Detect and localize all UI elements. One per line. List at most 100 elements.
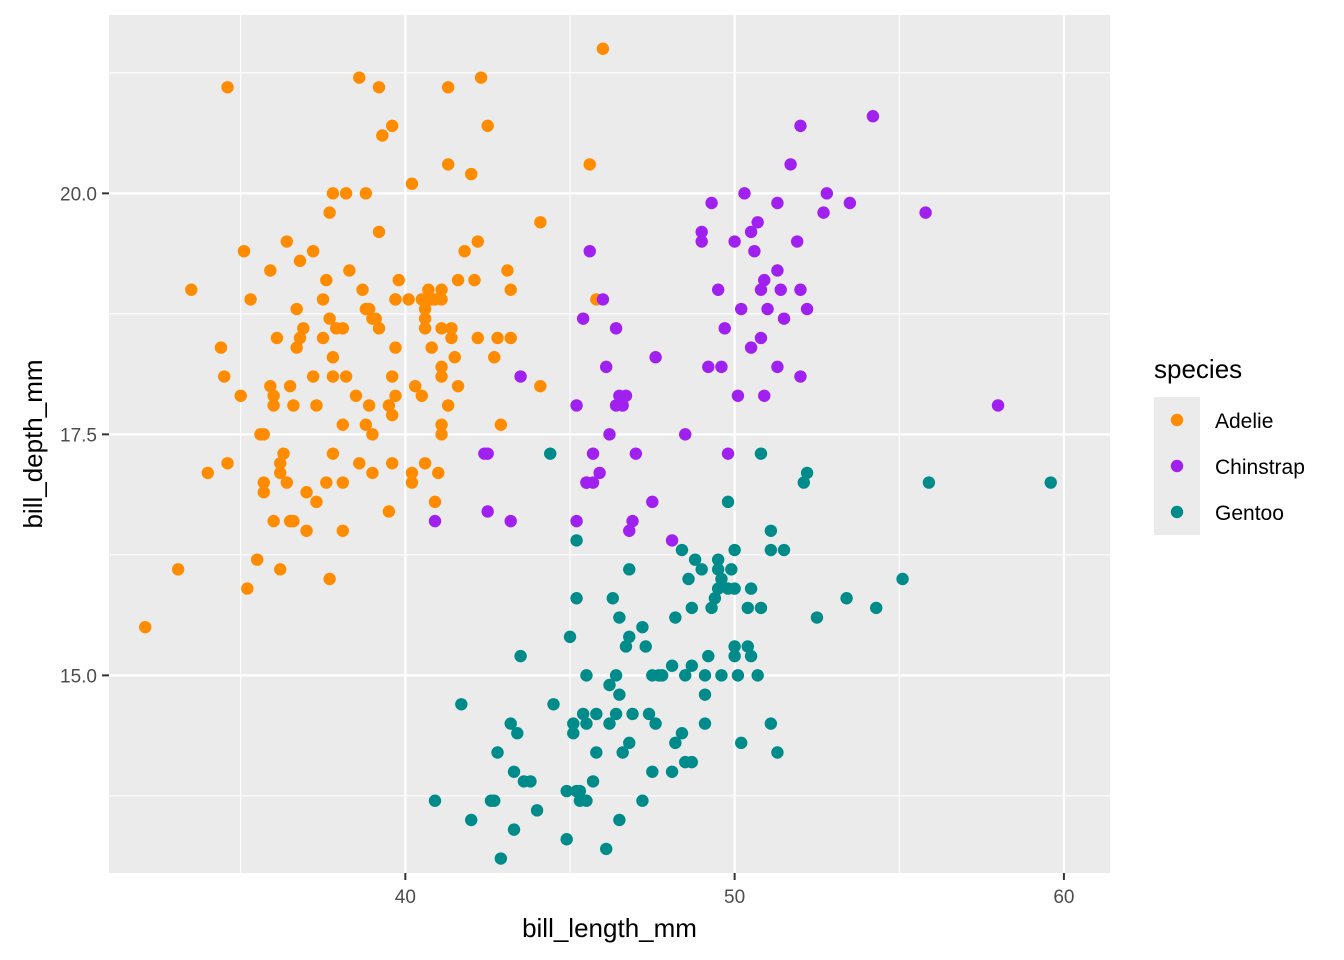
data-point-adelie [422, 283, 435, 296]
data-point-gentoo [711, 553, 725, 566]
data-point-gentoo [728, 543, 741, 557]
data-point-adelie [418, 322, 432, 335]
data-point-gentoo [428, 794, 442, 807]
data-point-gentoo [688, 553, 702, 566]
data-point-gentoo [777, 543, 791, 557]
data-point-gentoo [507, 823, 521, 836]
data-point-gentoo [669, 611, 682, 624]
data-point-adelie [372, 322, 386, 335]
legend-marker-gentoo [1170, 505, 1184, 519]
data-point-chinstrap [794, 283, 807, 296]
data-point-adelie [234, 389, 247, 402]
data-point-adelie [366, 466, 379, 480]
data-point-adelie [474, 71, 488, 84]
data-point-adelie [316, 331, 330, 345]
data-point-adelie [435, 283, 448, 296]
data-point-gentoo [702, 649, 715, 663]
data-point-chinstrap [428, 514, 442, 528]
data-point-adelie [389, 389, 402, 402]
data-point-adelie [293, 331, 307, 345]
series-adelie [139, 42, 610, 634]
data-point-chinstrap [576, 312, 590, 325]
data-point-gentoo [771, 746, 784, 759]
data-point-gentoo [708, 592, 722, 605]
data-point-adelie [290, 302, 303, 316]
data-point-adelie [471, 331, 484, 345]
data-point-gentoo [465, 813, 478, 827]
data-point-gentoo [606, 592, 619, 605]
data-point-chinstrap [629, 447, 643, 460]
data-point-adelie [389, 293, 402, 306]
data-point-chinstrap [744, 225, 758, 239]
data-point-adelie [402, 293, 415, 306]
data-point-adelie [418, 312, 432, 325]
data-point-gentoo [731, 669, 745, 682]
data-point-gentoo [560, 833, 573, 846]
data-point-gentoo [514, 649, 527, 663]
legend-label-adelie: Adelie [1215, 410, 1273, 433]
data-point-gentoo [810, 611, 824, 624]
data-point-gentoo [609, 707, 623, 721]
data-point-gentoo [679, 669, 692, 682]
data-point-adelie [244, 293, 257, 306]
data-point-adelie [494, 418, 508, 431]
x-axis-title: bill_length_mm [522, 913, 697, 943]
data-point-adelie [385, 457, 399, 470]
data-point-adelie [349, 389, 363, 402]
data-point-gentoo [896, 572, 909, 586]
data-point-chinstrap [586, 447, 600, 460]
data-point-adelie [241, 582, 254, 595]
data-points [139, 42, 1057, 865]
data-point-adelie [300, 486, 313, 499]
data-point-chinstrap [919, 206, 932, 219]
data-point-gentoo [728, 640, 741, 653]
data-point-gentoo [609, 669, 623, 682]
data-point-adelie [326, 187, 340, 200]
data-point-gentoo [580, 669, 593, 682]
data-point-gentoo [636, 620, 649, 634]
data-point-gentoo [570, 592, 583, 605]
data-point-gentoo [639, 640, 652, 653]
data-point-gentoo [616, 746, 629, 759]
y-tick-label: 17.5 [60, 425, 97, 446]
data-point-gentoo [870, 601, 883, 615]
data-point-chinstrap [616, 399, 629, 412]
data-point-adelie [441, 81, 455, 94]
data-point-adelie [320, 476, 333, 489]
data-point-chinstrap [784, 158, 797, 171]
data-point-gentoo [735, 736, 748, 750]
data-point-gentoo [613, 611, 626, 624]
data-point-gentoo [544, 447, 557, 460]
data-point-gentoo [685, 601, 699, 615]
data-point-adelie [405, 466, 419, 480]
data-point-chinstrap [619, 389, 633, 402]
data-point-adelie [274, 563, 287, 576]
data-point-gentoo [1044, 476, 1057, 489]
data-point-adelie [336, 476, 349, 489]
data-point-chinstrap [817, 206, 830, 219]
data-point-adelie [283, 379, 297, 393]
data-point-chinstrap [570, 514, 583, 528]
data-point-chinstrap [626, 514, 639, 528]
data-point-gentoo [646, 765, 659, 778]
data-point-adelie [221, 457, 234, 470]
data-point-gentoo [800, 466, 814, 480]
data-point-adelie [257, 476, 270, 489]
data-point-adelie [326, 351, 340, 364]
data-point-gentoo [675, 543, 689, 557]
data-point-adelie [382, 505, 396, 518]
data-point-gentoo [603, 717, 616, 730]
data-point-adelie [405, 177, 419, 190]
data-point-gentoo [797, 476, 810, 489]
data-point-adelie [293, 254, 307, 268]
data-point-adelie [250, 553, 264, 566]
data-point-gentoo [741, 601, 754, 615]
data-point-adelie [336, 524, 349, 537]
data-point-adelie [451, 379, 465, 393]
y-axis-title: bill_depth_mm [18, 359, 48, 528]
data-point-adelie [362, 302, 376, 316]
data-point-chinstrap [695, 225, 708, 239]
data-point-gentoo [573, 784, 587, 798]
data-point-adelie [432, 466, 445, 480]
x-axis: 40 50 60 [395, 873, 1074, 908]
